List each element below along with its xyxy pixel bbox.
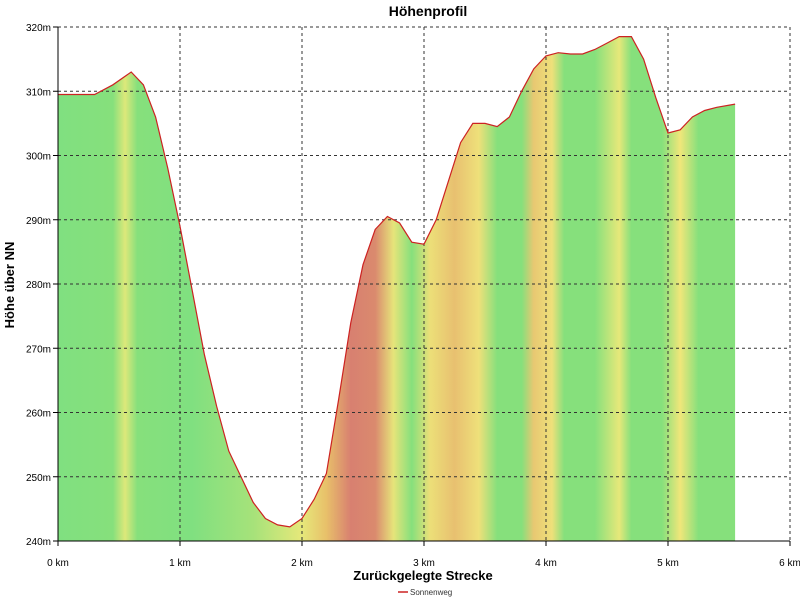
y-tick-label: 290m [26,216,51,227]
y-tick-label: 250m [26,473,51,484]
y-tick-label: 270m [26,344,51,355]
x-tick-label: 2 km [291,558,313,569]
y-axis-ticks: 240m 250m 260m 270m 280m 290m 300m 310m 320m [26,23,58,548]
y-tick-label: 310m [26,87,51,98]
y-tick-label: 280m [26,280,51,291]
x-tick-label: 1 km [169,558,191,569]
x-axis-ticks: 0 km 1 km 2 km 3 km 4 km 5 km 6 km [47,541,800,569]
x-tick-label: 3 km [413,558,435,569]
x-axis-title: Zurückgelegte Strecke [353,568,492,583]
y-tick-label: 240m [26,537,51,548]
y-tick-label: 260m [26,409,51,420]
legend: Sonnenweg [398,588,452,597]
y-tick-label: 320m [26,23,51,34]
legend-label-sonnenweg: Sonnenweg [410,588,452,597]
chart-title: Höhenprofil [389,3,468,19]
x-tick-label: 4 km [535,558,557,569]
x-tick-label: 0 km [47,558,69,569]
x-tick-label: 6 km [779,558,800,569]
y-axis-title: Höhe über NN [2,242,17,329]
y-tick-label: 300m [26,152,51,163]
grid-lines [58,26,791,541]
series-line-sonnenweg [58,36,736,528]
x-tick-label: 5 km [657,558,679,569]
